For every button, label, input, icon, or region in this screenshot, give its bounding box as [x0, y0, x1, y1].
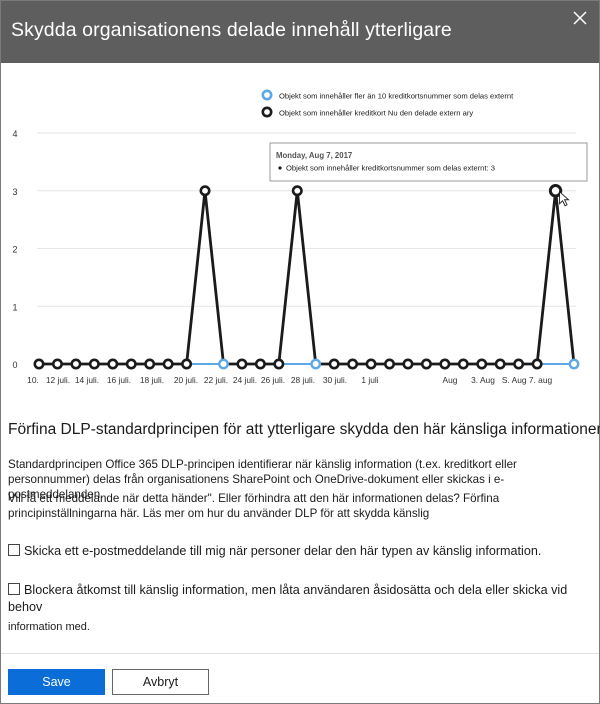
data-point-credit-card — [531, 358, 543, 370]
email-notify-option[interactable]: Skicka ett e-postmeddelande till mig när… — [8, 543, 593, 560]
y-tick-label: 1 — [12, 302, 17, 312]
data-point-credit-card — [107, 358, 119, 370]
block-access-option[interactable]: Blockera åtkomst till känslig informatio… — [8, 582, 593, 636]
data-point-credit-card — [476, 358, 488, 370]
x-tick-label: 3. Aug — [471, 375, 495, 385]
data-point-credit-card — [162, 358, 174, 370]
x-axis-labels: 10. 12 juli. 14 juli. 16 juli. 18 juli. 20 ju… — [27, 375, 552, 385]
dialog-title: Skydda organisationens delade innehåll y… — [11, 19, 452, 41]
x-tick-label: 24 juli. — [233, 375, 257, 385]
highlighted-point — [548, 184, 563, 198]
data-point-credit-card — [402, 358, 414, 370]
data-point-credit-card — [125, 358, 137, 370]
email-notify-label: Skicka ett e-postmeddelande till mig när… — [24, 544, 542, 558]
section-heading: Förfina DLP-standardprincipen för att yt… — [8, 421, 600, 438]
x-tick-label: 28 juli. — [291, 375, 315, 385]
x-tick-label: 26 juli. — [261, 375, 285, 385]
series-line-credit-card — [39, 190, 576, 366]
footer-divider — [1, 653, 599, 654]
block-access-label: Blockera åtkomst till känslig informatio… — [8, 583, 568, 614]
y-tick-label: 4 — [12, 129, 17, 139]
data-point-more-than-10 — [218, 358, 229, 370]
data-point-credit-card — [33, 358, 45, 370]
dialog-header: Skydda organisationens delade innehåll y… — [1, 1, 599, 63]
block-access-checkbox[interactable] — [8, 583, 20, 595]
chart-series — [33, 184, 580, 370]
x-tick-label: 18 juli. — [140, 375, 164, 385]
x-tick-label: 16 juli. — [107, 375, 131, 385]
x-tick-label: 30 juli. — [323, 375, 347, 385]
x-tick-label: S. Aug 7. aug — [502, 375, 553, 385]
x-tick-label: 1 juli — [361, 375, 378, 385]
save-button[interactable]: Save — [8, 669, 105, 695]
x-tick-label: 20 juli. — [174, 375, 198, 385]
mouse-cursor-icon — [559, 190, 570, 207]
data-point-credit-card — [70, 358, 82, 370]
data-point-credit-card — [254, 358, 266, 370]
data-point-more-than-10 — [310, 358, 322, 370]
data-point-credit-card — [199, 185, 211, 197]
y-tick-label: 2 — [12, 245, 17, 255]
y-tick-label: 3 — [12, 187, 17, 197]
x-tick-label: 14 juli. — [75, 375, 99, 385]
data-point-credit-card — [328, 358, 340, 370]
legend-marker — [261, 89, 273, 101]
data-point-credit-card — [439, 358, 451, 370]
close-icon[interactable] — [569, 7, 591, 29]
chart-legend: Objekt som innehåller fler än 10 kreditk… — [261, 89, 514, 118]
y-tick-label: 0 — [12, 360, 17, 370]
description-text: Standardprincipen Office 365 DLP-princip… — [8, 458, 517, 501]
data-point-credit-card — [420, 358, 432, 370]
data-point-credit-card — [51, 358, 63, 370]
x-tick-label: Aug — [443, 375, 458, 385]
data-point-credit-card — [365, 358, 377, 370]
data-point-more-than-10 — [568, 358, 580, 370]
tooltip-bullet — [278, 166, 282, 170]
data-point-credit-card — [88, 358, 100, 370]
data-point-credit-card — [236, 358, 248, 370]
data-point-credit-card — [513, 358, 525, 370]
chart-area: Objekt som innehåller fler än 10 kreditk… — [1, 63, 599, 393]
x-tick-label: 22 juli. — [204, 375, 228, 385]
data-point-credit-card — [291, 185, 303, 197]
tooltip-box — [269, 142, 588, 182]
legend-label: Objekt som innehåller kreditkort Nu den … — [279, 109, 473, 118]
data-point-credit-card — [181, 358, 193, 370]
data-point-credit-card — [384, 358, 396, 370]
data-point-credit-card — [494, 358, 506, 370]
chart-tooltip: Monday, Aug 7, 2017 Objekt som innehåller… — [269, 142, 588, 182]
description-text-2: Vill få ett meddelande när detta händer"… — [8, 492, 500, 520]
x-tick-label: 10. — [27, 375, 39, 385]
data-point-credit-card — [457, 358, 469, 370]
legend-marker — [261, 106, 273, 118]
legend-label: Objekt som innehåller fler än 10 kreditk… — [279, 92, 514, 101]
block-access-sublabel: information med. — [8, 621, 90, 633]
email-notify-checkbox[interactable] — [8, 544, 20, 556]
x-tick-label: 12 juli. — [46, 375, 70, 385]
cancel-button[interactable]: Avbryt — [112, 669, 209, 695]
tooltip-date: Monday, Aug 7, 2017 — [276, 151, 352, 160]
data-point-credit-card — [273, 358, 285, 370]
data-point-credit-card — [347, 358, 359, 370]
tooltip-text: Objekt som innehåller kreditkortsnummer … — [286, 164, 495, 173]
line-chart: Objekt som innehåller fler än 10 kreditk… — [12, 89, 588, 385]
data-point-credit-card — [144, 358, 156, 370]
